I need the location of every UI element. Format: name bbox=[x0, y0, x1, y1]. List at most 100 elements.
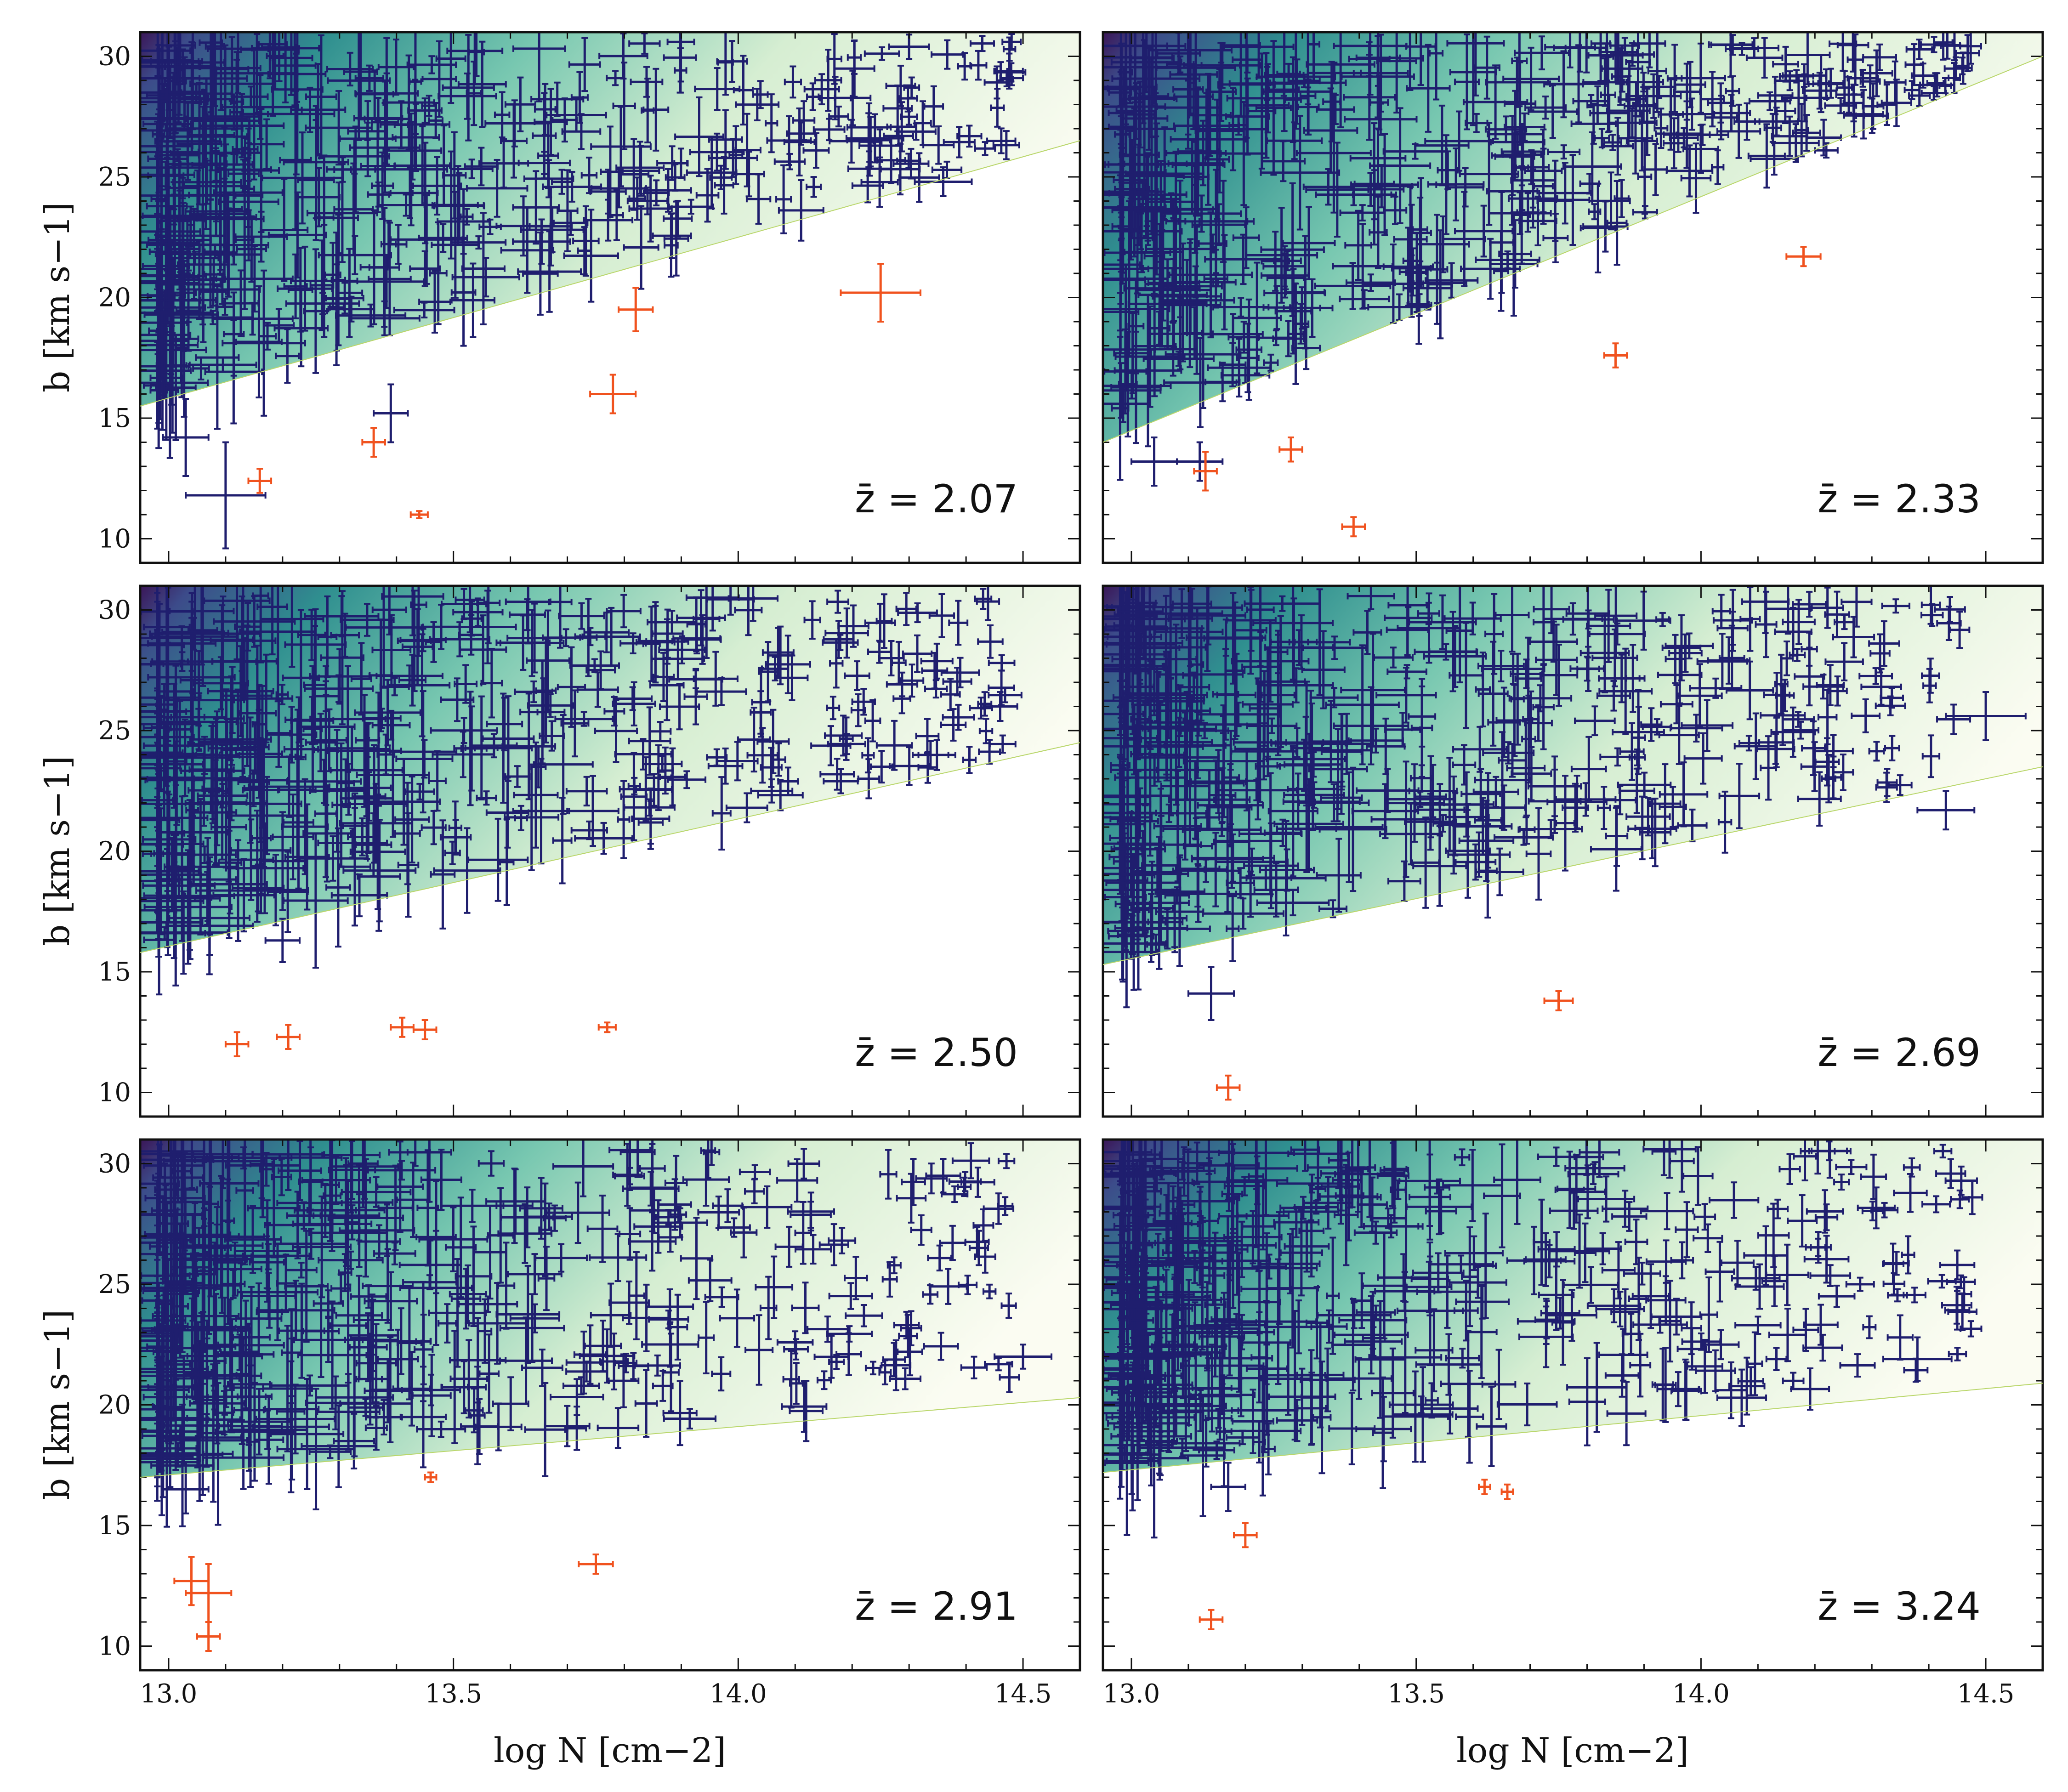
data-point bbox=[373, 383, 409, 443]
data-point bbox=[1836, 32, 1869, 73]
data-point bbox=[354, 37, 419, 150]
data-point bbox=[450, 159, 494, 180]
data-point bbox=[931, 39, 964, 70]
data-point bbox=[1442, 191, 1486, 287]
data-point bbox=[591, 168, 647, 209]
data-point bbox=[673, 147, 689, 179]
data-point bbox=[814, 49, 842, 112]
data-point bbox=[914, 166, 973, 197]
data-point bbox=[826, 33, 842, 85]
outlier-point bbox=[247, 468, 273, 494]
data-point bbox=[227, 159, 260, 189]
data-point bbox=[628, 32, 661, 55]
data-point bbox=[267, 191, 327, 279]
panel-0: 10 15 20 25 30 z̄ = 2.07 bbox=[98, 31, 1081, 564]
data-point bbox=[389, 224, 408, 265]
data-point bbox=[1232, 261, 1282, 374]
data-point bbox=[1538, 161, 1592, 225]
data-point bbox=[1503, 112, 1545, 142]
data-point bbox=[860, 156, 899, 208]
panel-1: z̄ = 2.33 bbox=[1102, 31, 2044, 564]
data-point bbox=[733, 55, 754, 126]
data-point bbox=[325, 282, 364, 315]
data-point bbox=[828, 105, 849, 128]
data-point bbox=[418, 270, 451, 334]
data-point bbox=[1747, 123, 1786, 189]
data-point bbox=[428, 102, 444, 139]
data-point bbox=[1933, 32, 1954, 61]
data-point bbox=[1103, 253, 1149, 285]
data-point bbox=[733, 113, 761, 187]
data-point bbox=[215, 297, 235, 316]
data-point bbox=[1406, 44, 1451, 133]
data-point bbox=[389, 167, 431, 219]
data-point bbox=[674, 96, 724, 177]
data-point bbox=[888, 34, 930, 60]
data-point bbox=[330, 214, 347, 346]
data-point bbox=[392, 102, 440, 172]
scatter-points bbox=[140, 32, 1027, 550]
data-point bbox=[140, 240, 206, 375]
y-tick-label: 20 bbox=[98, 283, 131, 313]
data-point bbox=[348, 254, 425, 309]
outlier-point bbox=[361, 427, 386, 458]
data-point bbox=[258, 322, 277, 351]
data-point bbox=[551, 97, 578, 143]
plot-frame bbox=[139, 31, 1081, 564]
data-point bbox=[412, 156, 462, 216]
data-point bbox=[1846, 68, 1879, 88]
data-point bbox=[806, 82, 820, 111]
data-point bbox=[1665, 144, 1714, 198]
data-point bbox=[1473, 35, 1500, 100]
data-point bbox=[778, 179, 824, 242]
data-point bbox=[1228, 114, 1249, 136]
data-point bbox=[992, 130, 1020, 160]
data-point bbox=[1711, 149, 1725, 185]
data-point bbox=[568, 37, 601, 92]
data-point bbox=[735, 88, 780, 121]
data-point bbox=[969, 50, 988, 81]
data-point bbox=[530, 81, 585, 117]
data-point bbox=[1306, 32, 1375, 129]
data-point bbox=[845, 113, 904, 164]
data-point bbox=[752, 80, 769, 109]
data-point bbox=[1302, 168, 1354, 206]
outlier-point bbox=[409, 510, 429, 519]
data-point bbox=[1429, 32, 1444, 101]
data-point bbox=[191, 100, 221, 230]
data-point bbox=[1579, 173, 1600, 195]
data-point bbox=[999, 70, 1024, 86]
data-point bbox=[287, 247, 313, 333]
data-point bbox=[1579, 182, 1616, 274]
data-point bbox=[552, 210, 589, 236]
data-point bbox=[784, 65, 802, 99]
data-point bbox=[188, 143, 264, 247]
data-point bbox=[598, 32, 648, 80]
data-point bbox=[360, 119, 396, 213]
data-point bbox=[714, 156, 734, 215]
data-point bbox=[851, 168, 884, 204]
data-point bbox=[307, 163, 378, 263]
data-point bbox=[512, 32, 566, 102]
data-point bbox=[609, 189, 624, 241]
data-point bbox=[450, 262, 496, 338]
data-point bbox=[1001, 33, 1022, 51]
data-point bbox=[147, 161, 185, 191]
data-point bbox=[1264, 32, 1305, 132]
data-point bbox=[600, 125, 621, 218]
data-point bbox=[431, 191, 480, 299]
data-point bbox=[666, 32, 695, 83]
data-point bbox=[285, 292, 360, 315]
data-point bbox=[433, 172, 485, 240]
redshift-label: z̄ = 2.07 bbox=[855, 476, 1018, 522]
data-point bbox=[348, 300, 420, 336]
data-point bbox=[140, 113, 191, 148]
data-point bbox=[494, 91, 511, 139]
data-point bbox=[858, 128, 902, 163]
data-point bbox=[407, 97, 443, 124]
data-point bbox=[162, 398, 210, 477]
data-point bbox=[892, 147, 930, 180]
data-point bbox=[188, 99, 235, 171]
cutoff-line bbox=[140, 140, 1080, 407]
